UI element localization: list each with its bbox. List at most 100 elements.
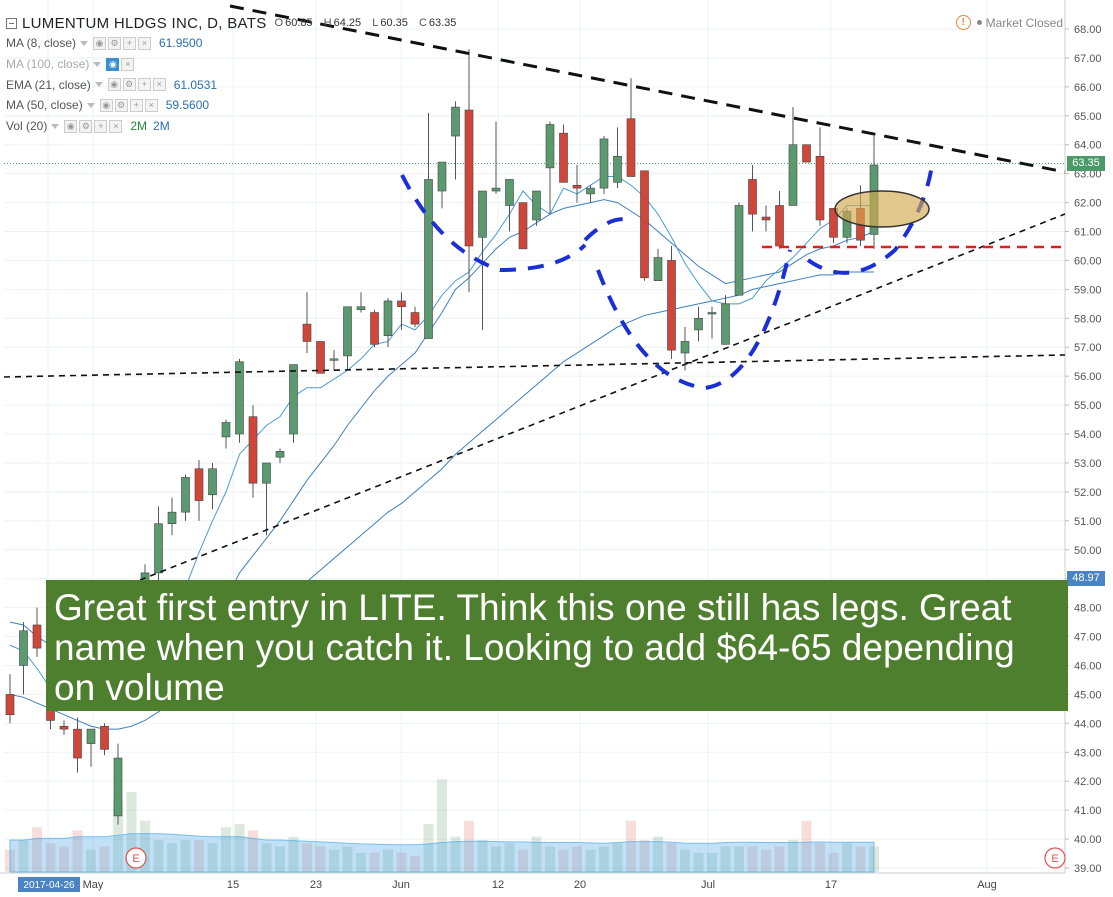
volume-bar	[207, 843, 218, 872]
price-tick-label: 46.00	[1074, 660, 1102, 672]
close-icon[interactable]: ×	[109, 119, 123, 133]
warning-icon[interactable]: !	[955, 15, 971, 30]
ma-price-tag: 48.97	[1067, 571, 1105, 586]
eye-icon[interactable]: ◉	[106, 57, 120, 71]
annotation-banner[interactable]: Great first entry in LITE. Think this on…	[46, 580, 1068, 711]
gear-icon[interactable]: ⚙	[114, 98, 128, 112]
volume-bar	[680, 849, 690, 872]
plus-icon[interactable]: +	[129, 98, 143, 112]
chevron-down-icon[interactable]	[86, 102, 95, 108]
indicator-label[interactable]: MA (8, close)	[6, 36, 77, 51]
candle	[815, 127, 825, 226]
candle-body	[667, 260, 676, 351]
indicator-volume[interactable]: Vol (20) ◉ ⚙ + × 2M 2M	[6, 116, 464, 137]
ohlc-readout: O 60.85 H 64.25 L 60.35 C 63.35	[275, 17, 465, 29]
chevron-down-icon[interactable]	[51, 123, 60, 129]
candle-body	[19, 630, 28, 666]
gear-icon[interactable]: ⚙	[122, 78, 136, 92]
status-dot-icon	[976, 20, 982, 25]
volume-bar	[842, 843, 852, 872]
eye-icon[interactable]: ◉	[99, 98, 113, 112]
ma50-line	[9, 271, 874, 730]
candle	[748, 164, 757, 232]
candle-body	[721, 303, 730, 345]
indicator-label[interactable]: MA (50, close)	[6, 98, 83, 113]
candle	[289, 364, 298, 443]
chevron-down-icon[interactable]	[93, 61, 102, 67]
plus-icon[interactable]: +	[137, 78, 151, 92]
price-tick-label: 55.00	[1074, 400, 1102, 412]
indicator-label[interactable]: Vol (20)	[6, 119, 48, 134]
indicator-value: 61.0531	[173, 77, 218, 92]
candle	[640, 170, 649, 281]
candle	[545, 121, 555, 215]
candle-body	[248, 416, 258, 484]
indicator-ema21[interactable]: EMA (21, close) ◉ ⚙ + × 61.0531	[6, 74, 464, 95]
consolidation-ellipse	[834, 190, 930, 228]
indicator-label[interactable]: MA (100, close)	[6, 57, 90, 72]
eye-icon[interactable]: ◉	[93, 36, 107, 50]
volume-bar	[369, 852, 380, 872]
candle	[829, 208, 838, 244]
close-icon[interactable]: ×	[138, 36, 152, 50]
candle	[572, 164, 582, 203]
handle-curve	[583, 217, 631, 242]
candle	[518, 202, 528, 250]
volume-bar	[423, 824, 434, 872]
candle-body	[829, 208, 838, 238]
close-icon[interactable]: ×	[144, 98, 158, 112]
candle-body	[343, 306, 352, 357]
candle-body	[491, 187, 501, 192]
candle-body	[86, 728, 96, 744]
candle-body	[586, 187, 595, 195]
price-tick-label: 65.00	[1074, 111, 1102, 123]
candle-body	[181, 477, 190, 513]
candle	[694, 306, 703, 342]
candle	[19, 622, 28, 695]
price-tick-label: 66.00	[1074, 82, 1102, 94]
market-status: ! Market Closed	[955, 15, 1063, 30]
volume-bar	[18, 840, 29, 872]
indicator-ma50[interactable]: MA (50, close) ◉ ⚙ + × 59.5600	[6, 95, 464, 116]
candle	[734, 202, 744, 296]
volume-bar	[410, 856, 420, 872]
candle	[181, 474, 190, 521]
volume-bar	[437, 779, 447, 872]
indicator-ma100[interactable]: MA (100, close) ◉ ×	[6, 54, 464, 75]
plus-icon[interactable]: +	[94, 119, 108, 133]
volume-bar	[477, 840, 488, 872]
gear-icon[interactable]: ⚙	[108, 36, 122, 50]
candle-body	[680, 341, 690, 354]
candle	[316, 341, 325, 374]
volume-bar	[734, 846, 744, 872]
volume-bar	[585, 849, 596, 872]
price-tick-label: 50.00	[1074, 545, 1102, 557]
gear-icon[interactable]: ⚙	[79, 119, 93, 133]
close-icon[interactable]: ×	[152, 78, 166, 92]
indicator-label[interactable]: EMA (21, close)	[6, 77, 91, 92]
volume-bar	[275, 846, 285, 872]
price-axis-labels: 39.00 40.00 41.00 42.00 43.00 44.00 45.00 46.00…	[1065, 24, 1102, 875]
volume-bar	[167, 843, 177, 872]
symbol-title[interactable]: LUMENTUM HLDGS INC, D, BATS	[22, 14, 267, 32]
volume-bar	[329, 849, 339, 872]
eye-icon[interactable]: ◉	[107, 78, 121, 92]
candle	[667, 245, 676, 359]
collapse-icon[interactable]	[6, 17, 17, 29]
price-tick-label: 44.00	[1074, 718, 1102, 730]
chevron-down-icon[interactable]	[94, 82, 103, 88]
volume-bar	[194, 840, 204, 872]
candle	[397, 292, 406, 330]
indicator-ma8[interactable]: MA (8, close) ◉ ⚙ + × 61.9500	[6, 33, 464, 54]
candle	[383, 298, 393, 348]
volume-bar	[113, 801, 123, 872]
symbol-row[interactable]: LUMENTUM HLDGS INC, D, BATS O 60.85 H 64.2…	[6, 13, 464, 33]
candle	[113, 743, 123, 825]
chevron-down-icon[interactable]	[80, 40, 89, 46]
close-icon[interactable]: ×	[121, 57, 135, 71]
eye-icon[interactable]: ◉	[64, 119, 78, 133]
volume-bar	[396, 852, 407, 872]
candle-body	[167, 511, 177, 525]
plus-icon[interactable]: +	[123, 36, 137, 50]
